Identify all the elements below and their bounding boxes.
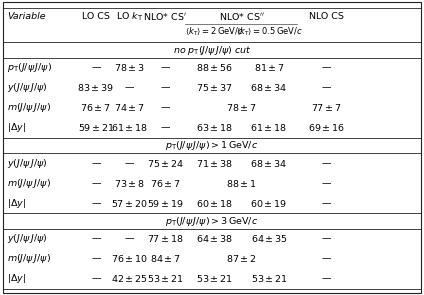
Text: —: — bbox=[321, 159, 331, 168]
Text: $61 \pm 18$: $61 \pm 18$ bbox=[251, 122, 287, 133]
Text: $y(J/\psi\,J/\psi)$: $y(J/\psi\,J/\psi)$ bbox=[7, 157, 47, 170]
Text: $75 \pm 37$: $75 \pm 37$ bbox=[195, 82, 233, 94]
Text: $m(J/\psi\,J/\psi)$: $m(J/\psi\,J/\psi)$ bbox=[7, 252, 51, 265]
Text: $|\Delta y|$: $|\Delta y|$ bbox=[7, 121, 26, 134]
Text: $78 \pm 7$: $78 \pm 7$ bbox=[226, 102, 257, 113]
Text: —: — bbox=[91, 179, 100, 188]
Text: NLO* CS$'$: NLO* CS$'$ bbox=[143, 11, 187, 22]
Text: LO CS: LO CS bbox=[82, 12, 110, 21]
Text: $63 \pm 18$: $63 \pm 18$ bbox=[195, 122, 233, 133]
Text: $64 \pm 38$: $64 \pm 38$ bbox=[195, 233, 233, 244]
Text: $57 \pm 20$: $57 \pm 20$ bbox=[112, 198, 148, 209]
Text: —: — bbox=[321, 234, 331, 243]
Text: $m(J/\psi\,J/\psi)$: $m(J/\psi\,J/\psi)$ bbox=[7, 177, 51, 190]
Text: $88 \pm 56$: $88 \pm 56$ bbox=[195, 63, 233, 73]
Text: $78 \pm 3$: $78 \pm 3$ bbox=[114, 63, 145, 73]
Text: —: — bbox=[321, 83, 331, 92]
Text: $74 \pm 7$: $74 \pm 7$ bbox=[114, 102, 145, 113]
Text: NLO* CS$''$: NLO* CS$''$ bbox=[219, 11, 265, 22]
Text: $m(J/\psi\,J/\psi)$: $m(J/\psi\,J/\psi)$ bbox=[7, 101, 51, 114]
Text: —: — bbox=[161, 123, 170, 132]
Text: —: — bbox=[91, 199, 100, 208]
Text: —: — bbox=[321, 274, 331, 283]
Text: NLO CS: NLO CS bbox=[309, 12, 343, 21]
Text: —: — bbox=[321, 63, 331, 73]
Text: $53 \pm 21$: $53 \pm 21$ bbox=[195, 273, 233, 284]
Text: —: — bbox=[91, 254, 100, 263]
Text: $83 \pm 39$: $83 \pm 39$ bbox=[77, 82, 114, 94]
Text: $73 \pm 8$: $73 \pm 8$ bbox=[114, 178, 145, 189]
Text: —: — bbox=[321, 179, 331, 188]
Text: —: — bbox=[125, 159, 134, 168]
Text: LO $k_\mathrm{T}$: LO $k_\mathrm{T}$ bbox=[116, 10, 143, 23]
Text: $|\Delta y|$: $|\Delta y|$ bbox=[7, 272, 26, 285]
Text: $p_\mathrm{T}(J/\psi\,J/\psi) > 3\,\mathrm{GeV}/c$: $p_\mathrm{T}(J/\psi\,J/\psi) > 3\,\math… bbox=[165, 214, 259, 227]
Text: —: — bbox=[161, 103, 170, 112]
Text: $42 \pm 25$: $42 \pm 25$ bbox=[111, 273, 148, 284]
Text: no $p_\mathrm{T}(J/\psi\,J/\psi)$ cut: no $p_\mathrm{T}(J/\psi\,J/\psi)$ cut bbox=[173, 44, 251, 57]
Text: —: — bbox=[91, 159, 100, 168]
Text: $p_\mathrm{T}(J/\psi\,J/\psi) > 1\,\mathrm{GeV}/c$: $p_\mathrm{T}(J/\psi\,J/\psi) > 1\,\math… bbox=[165, 139, 259, 152]
Text: $y(J/\psi\,J/\psi)$: $y(J/\psi\,J/\psi)$ bbox=[7, 81, 47, 94]
Text: —: — bbox=[91, 274, 100, 283]
Text: $68 \pm 34$: $68 \pm 34$ bbox=[251, 158, 288, 169]
Text: $76 \pm 7$: $76 \pm 7$ bbox=[80, 102, 111, 113]
Text: —: — bbox=[125, 83, 134, 92]
Text: $61 \pm 18$: $61 \pm 18$ bbox=[111, 122, 148, 133]
Text: —: — bbox=[125, 234, 134, 243]
Text: $88 \pm 1$: $88 \pm 1$ bbox=[226, 178, 257, 189]
Text: $60 \pm 18$: $60 \pm 18$ bbox=[195, 198, 233, 209]
Text: —: — bbox=[161, 63, 170, 73]
Text: —: — bbox=[321, 254, 331, 263]
Text: $84 \pm 7$: $84 \pm 7$ bbox=[150, 253, 181, 264]
Text: $53 \pm 21$: $53 \pm 21$ bbox=[251, 273, 287, 284]
Text: $59 \pm 19$: $59 \pm 19$ bbox=[147, 198, 184, 209]
Text: Variable: Variable bbox=[7, 12, 46, 21]
Text: $53 \pm 21$: $53 \pm 21$ bbox=[147, 273, 184, 284]
Text: $76 \pm 7$: $76 \pm 7$ bbox=[150, 178, 181, 189]
Text: —: — bbox=[161, 83, 170, 92]
Text: $71 \pm 38$: $71 \pm 38$ bbox=[195, 158, 233, 169]
Text: —: — bbox=[321, 199, 331, 208]
Text: —: — bbox=[91, 63, 100, 73]
Text: $59 \pm 21$: $59 \pm 21$ bbox=[78, 122, 114, 133]
Text: $64 \pm 35$: $64 \pm 35$ bbox=[251, 233, 287, 244]
Text: $77 \pm 7$: $77 \pm 7$ bbox=[311, 102, 342, 113]
Text: —: — bbox=[91, 234, 100, 243]
Text: $77 \pm 18$: $77 \pm 18$ bbox=[147, 233, 184, 244]
Text: $p_\mathrm{T}(J/\psi\,J/\psi)$: $p_\mathrm{T}(J/\psi\,J/\psi)$ bbox=[7, 61, 52, 74]
Text: $y(J/\psi\,J/\psi)$: $y(J/\psi\,J/\psi)$ bbox=[7, 232, 47, 245]
Text: $81 \pm 7$: $81 \pm 7$ bbox=[254, 63, 285, 73]
Text: $60 \pm 19$: $60 \pm 19$ bbox=[251, 198, 287, 209]
Text: $69 \pm 16$: $69 \pm 16$ bbox=[307, 122, 345, 133]
Text: $|\Delta y|$: $|\Delta y|$ bbox=[7, 197, 26, 210]
Text: $\langle k_\mathrm{T}\rangle = 0.5\,\mathrm{GeV}/c$: $\langle k_\mathrm{T}\rangle = 0.5\,\mat… bbox=[236, 25, 302, 37]
Text: $68 \pm 34$: $68 \pm 34$ bbox=[251, 82, 288, 94]
Text: $87 \pm 2$: $87 \pm 2$ bbox=[226, 253, 257, 264]
Text: $\langle k_\mathrm{T}\rangle = 2\,\mathrm{GeV}/c$: $\langle k_\mathrm{T}\rangle = 2\,\mathr… bbox=[185, 25, 243, 37]
Text: $75 \pm 24$: $75 \pm 24$ bbox=[147, 158, 184, 169]
Text: $76 \pm 10$: $76 \pm 10$ bbox=[111, 253, 148, 264]
